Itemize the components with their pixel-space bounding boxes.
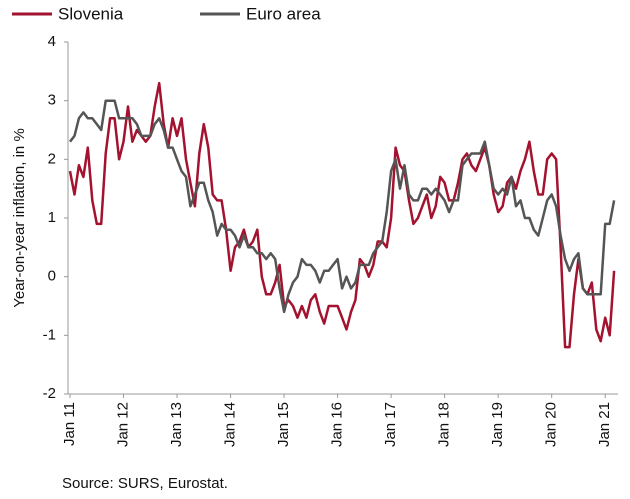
x-tick-label: Jan 14 bbox=[222, 402, 239, 447]
legend-label: Slovenia bbox=[58, 4, 124, 23]
y-tick-label: -1 bbox=[43, 326, 56, 343]
y-tick-label: 4 bbox=[48, 33, 56, 50]
y-tick-label: 2 bbox=[48, 150, 56, 167]
x-tick-label: Jan 17 bbox=[382, 402, 399, 447]
series-line bbox=[68, 81, 616, 349]
y-tick-label: 1 bbox=[48, 209, 56, 226]
x-tick-label: Jan 13 bbox=[168, 402, 185, 447]
x-tick-label: Jan 12 bbox=[114, 402, 131, 447]
legend-label: Euro area bbox=[246, 4, 321, 23]
x-tick-label: Jan 11 bbox=[61, 402, 78, 446]
y-tick-label: 0 bbox=[48, 268, 56, 285]
x-tick-label: Jan 19 bbox=[489, 402, 506, 447]
series-line bbox=[69, 99, 616, 314]
y-tick-label: 3 bbox=[48, 92, 56, 109]
y-axis-label: Year-on-year inflation, in % bbox=[11, 128, 28, 308]
source-note: Source: SURS, Eurostat. bbox=[62, 475, 228, 492]
x-tick-label: Jan 20 bbox=[543, 402, 560, 447]
x-tick-label: Jan 18 bbox=[436, 402, 453, 447]
x-tick-label: Jan 15 bbox=[275, 402, 292, 447]
y-tick-label: -2 bbox=[43, 385, 56, 402]
x-tick-label: Jan 16 bbox=[329, 402, 346, 447]
x-tick-label: Jan 21 bbox=[596, 402, 613, 447]
